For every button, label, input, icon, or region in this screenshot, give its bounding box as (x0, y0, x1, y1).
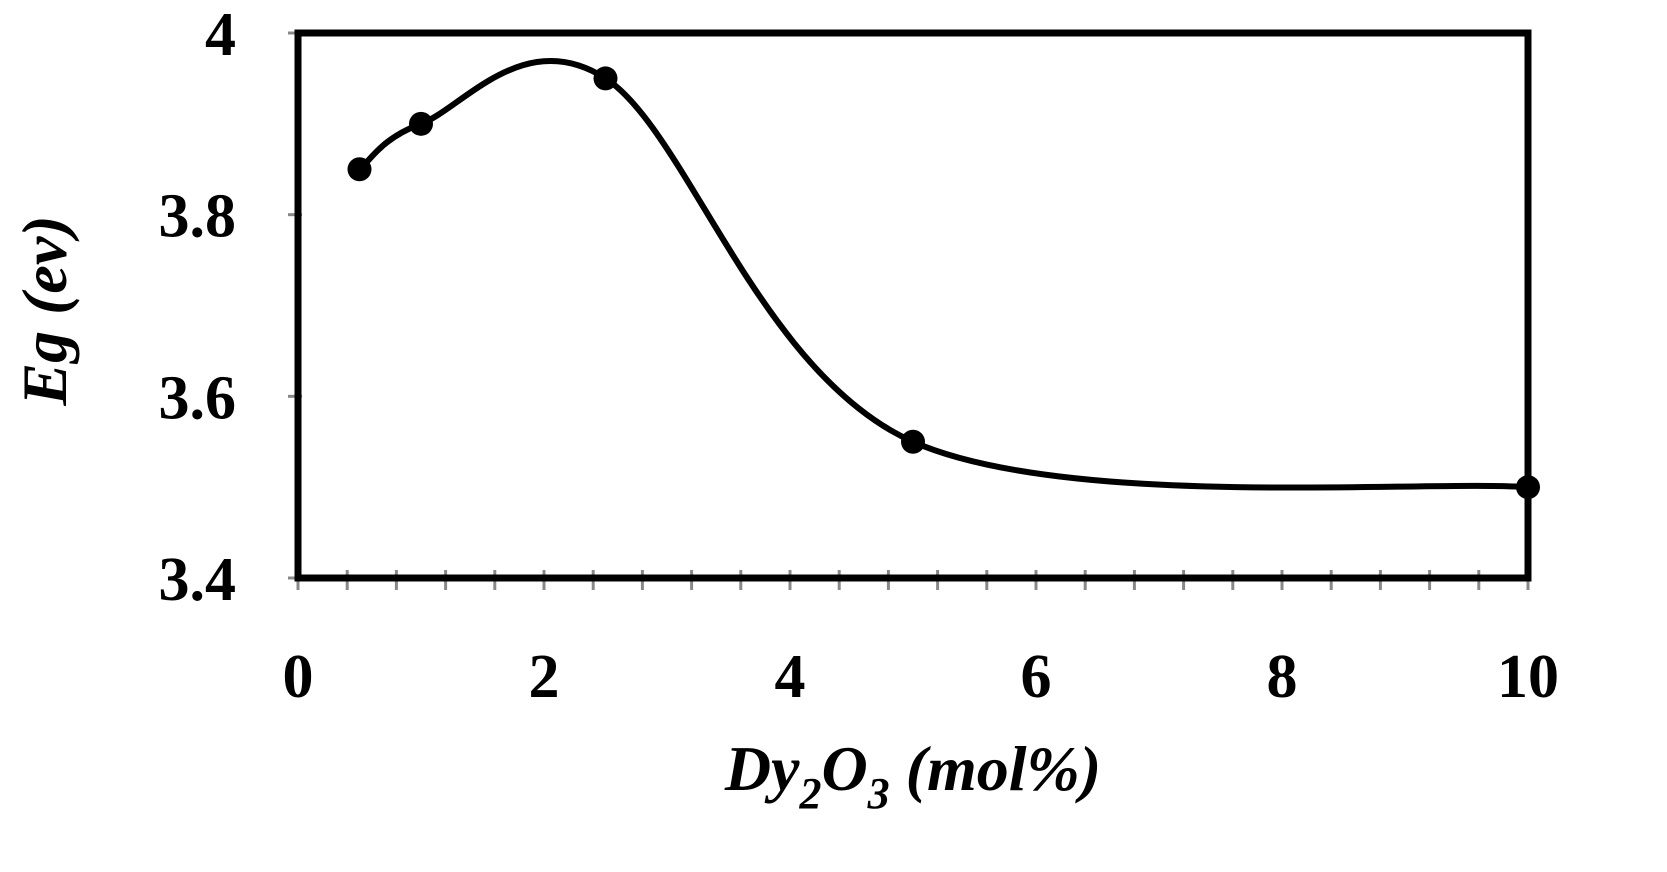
y-tick-label: 3.6 (159, 364, 237, 432)
x-tick-label: 10 (1497, 643, 1559, 711)
plot-frame (294, 29, 1532, 582)
x-tick-label: 2 (529, 643, 560, 711)
x-tick-label: 8 (1267, 643, 1298, 711)
data-point (1516, 475, 1540, 500)
y-axis-title: Eg (ev) (9, 215, 80, 406)
data-point (347, 157, 372, 182)
x-tick-label: 0 (283, 643, 314, 711)
x-tick-label: 4 (775, 643, 806, 711)
data-point (593, 66, 618, 91)
axes-layer (288, 29, 1532, 590)
label-layer: Dy2O3 (mol%) Eg (ev) 3.4 3.6 3.8 4 0 2 4 6 8 10 (9, 1, 1559, 818)
y-tick-label: 4 (205, 1, 236, 69)
marker-layer (347, 66, 1540, 500)
y-tick-label: 3.4 (159, 546, 237, 614)
x-axis-title: Dy2O3 (mol%) (724, 733, 1101, 818)
x-tick-label: 6 (1021, 643, 1052, 711)
line-layer (357, 58, 1529, 491)
y-tick-label: 3.8 (159, 183, 237, 251)
data-point (409, 111, 433, 136)
data-point (901, 429, 925, 454)
series-line (357, 58, 1529, 491)
